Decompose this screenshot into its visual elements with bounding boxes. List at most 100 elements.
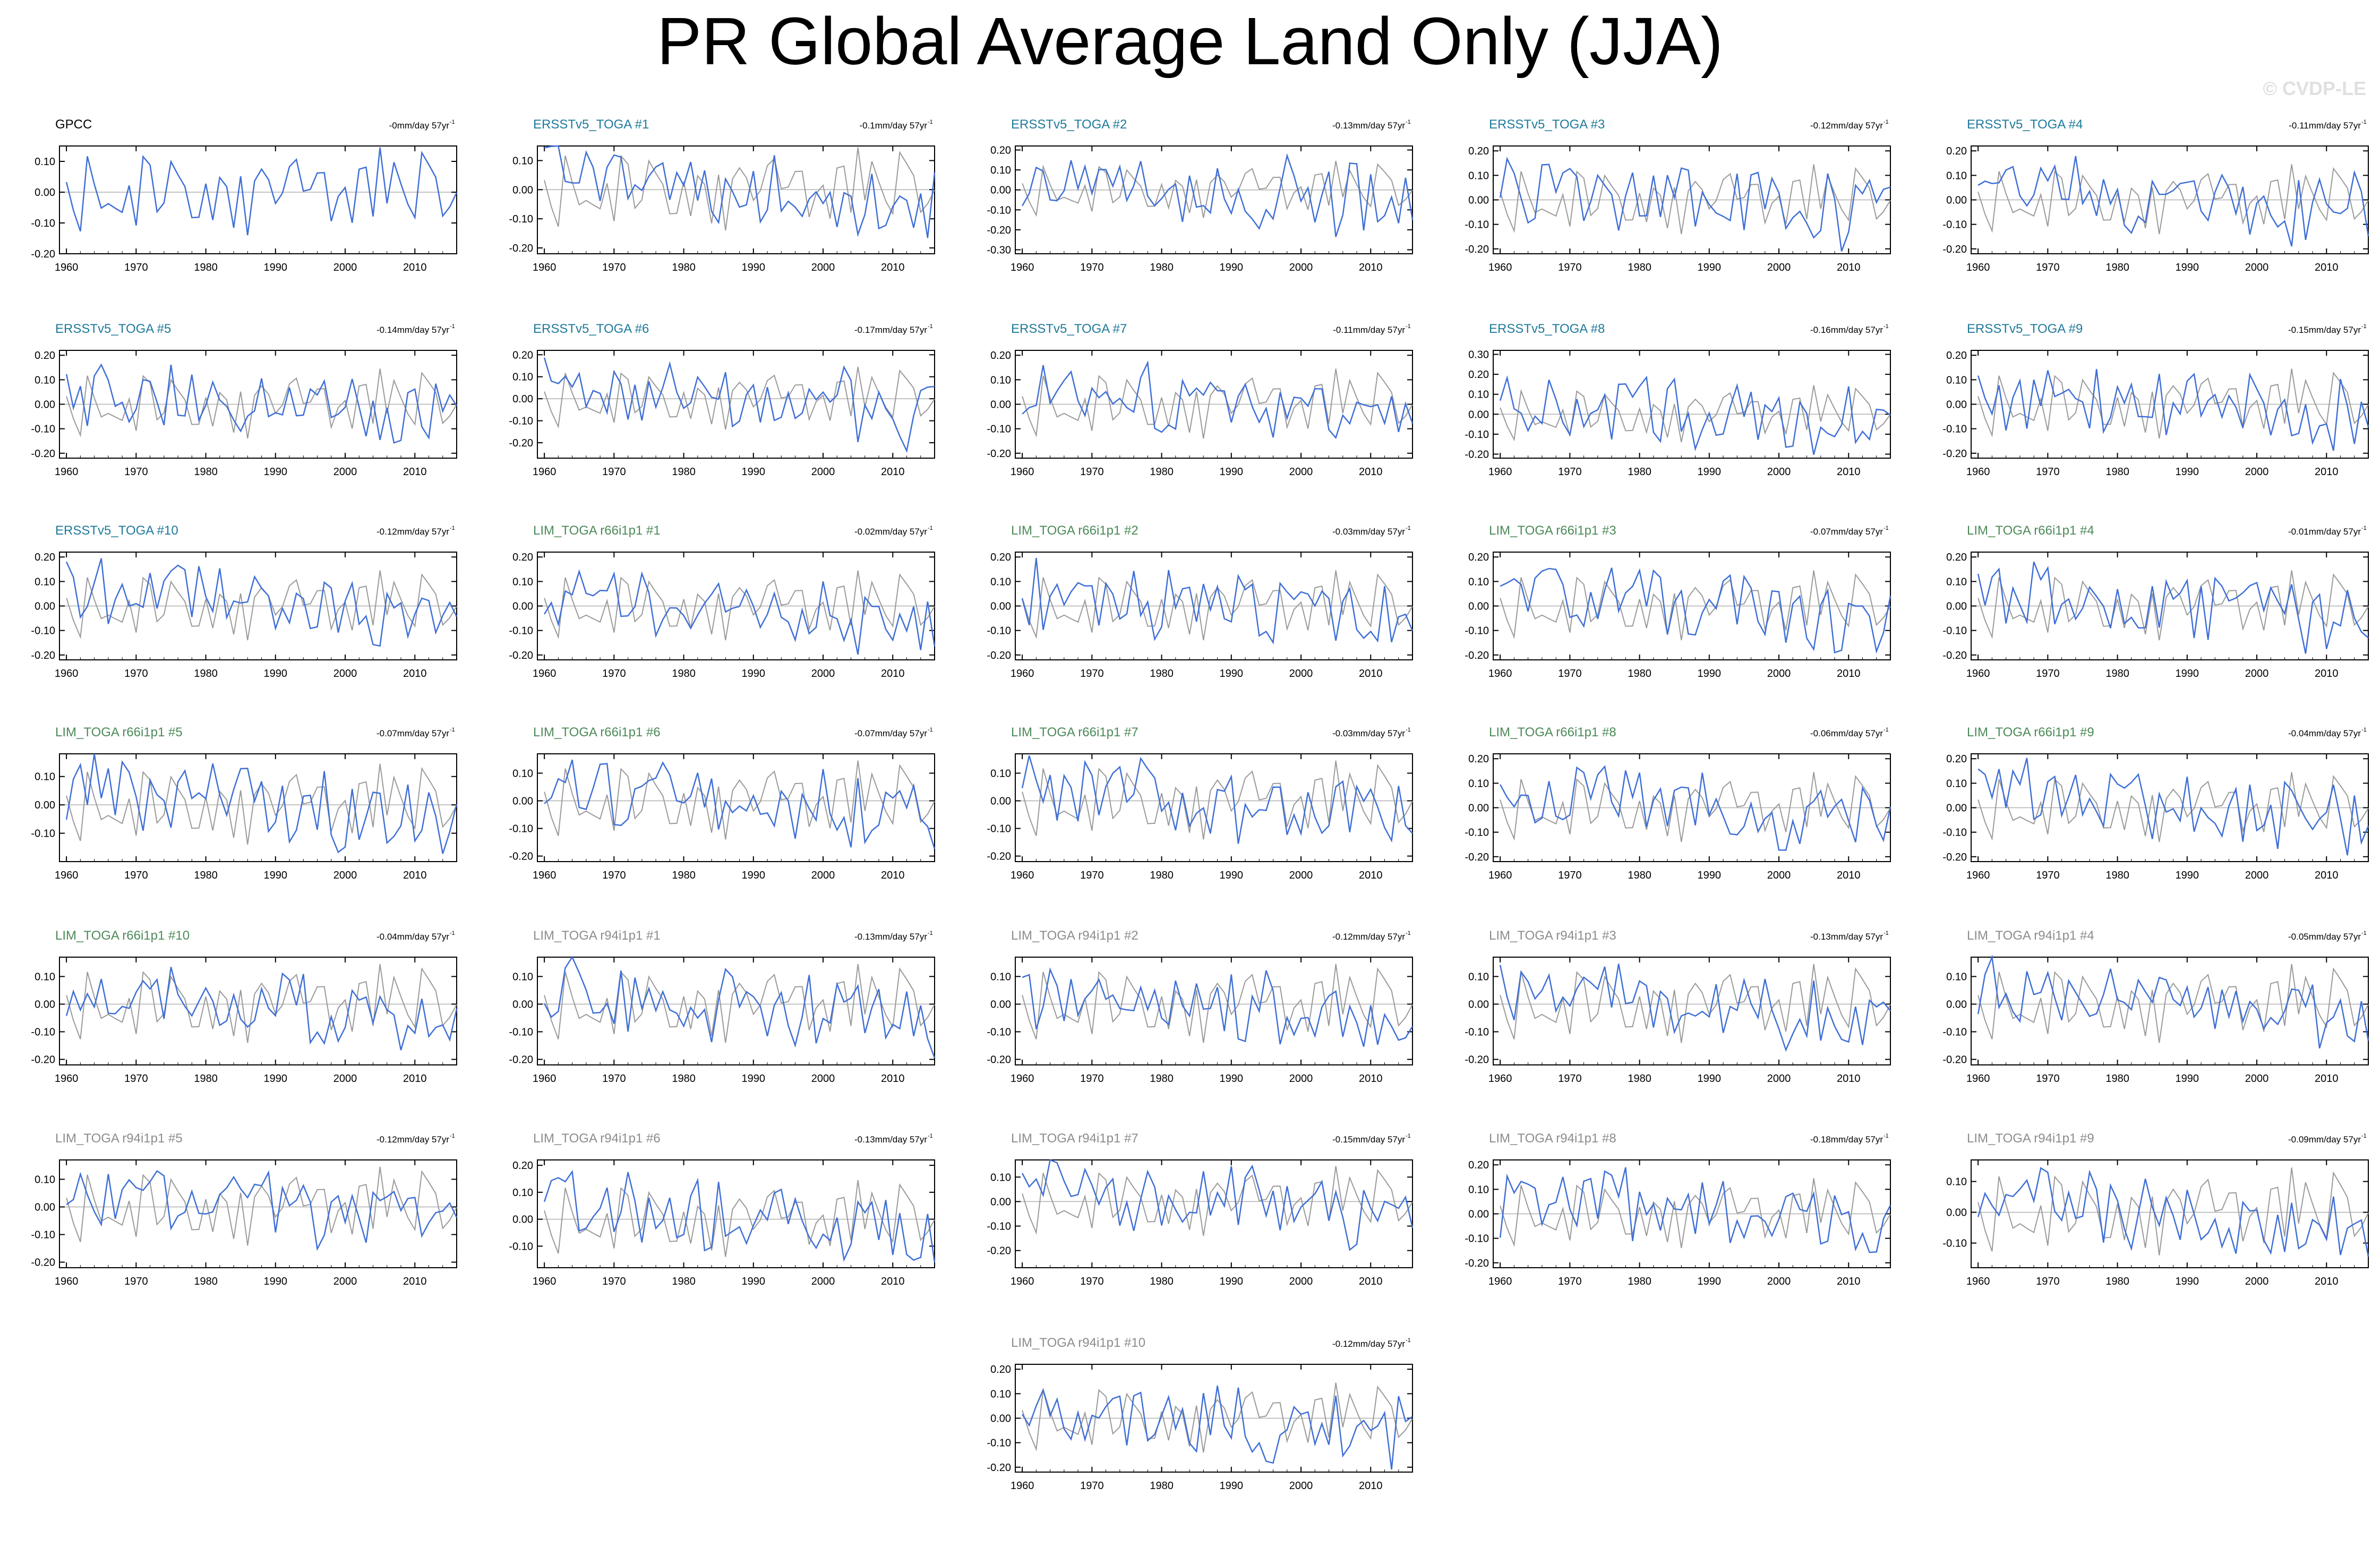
model-series-line <box>1977 561 2369 654</box>
panel-title: LIM_TOGA r94i1p1 #7 <box>1011 1131 1138 1146</box>
y-tick-label: 0.10 <box>35 771 55 783</box>
trend-exponent: -1 <box>2361 119 2367 125</box>
panel-title: LIM_TOGA r94i1p1 #2 <box>1011 928 1138 943</box>
panel-chart: ERSSTv5_TOGA #1 -0.1mm/day 57yr -1 -0.20 -0.… <box>509 117 936 273</box>
panel-title: ERSSTv5_TOGA #2 <box>1011 117 1127 132</box>
trend-exponent: -1 <box>1406 119 1411 125</box>
x-tick-label: 2000 <box>811 870 835 881</box>
y-tick-label: -0.20 <box>1465 852 1489 863</box>
x-tick-label: 1980 <box>1150 1073 1174 1085</box>
trend-label: -0.15mm/day 57yr <box>2288 325 2361 335</box>
x-tick-label: 2010 <box>1359 870 1383 881</box>
x-tick-label: 1970 <box>1080 1073 1104 1085</box>
panel-title: GPCC <box>55 117 92 132</box>
trend-exponent: -1 <box>450 930 455 936</box>
x-tick-label: 1960 <box>533 668 557 680</box>
panel-chart: LIM_TOGA r66i1p1 #10 -0.04mm/day 57yr -1 -0… <box>31 928 458 1085</box>
y-tick-label: -0.20 <box>987 1054 1011 1066</box>
y-tick-label: 0.20 <box>1468 753 1489 765</box>
panel-title: LIM_TOGA r66i1p1 #9 <box>1967 725 2094 739</box>
panel-title: LIM_TOGA r94i1p1 #3 <box>1489 928 1616 943</box>
y-tick-label: -0.20 <box>987 1462 1011 1474</box>
x-tick-label: 2000 <box>2245 1073 2269 1085</box>
obs-series-line <box>544 570 935 641</box>
x-tick-label: 1980 <box>194 1073 218 1085</box>
x-tick-label: 1970 <box>2036 1276 2060 1287</box>
x-tick-label: 1980 <box>672 1073 696 1085</box>
y-tick-label: -0.20 <box>1465 449 1489 460</box>
x-tick-label: 1960 <box>1966 668 1990 680</box>
x-tick-label: 1980 <box>1628 1276 1651 1287</box>
x-tick-label: 1960 <box>1011 466 1034 478</box>
y-tick-label: 0.10 <box>1946 778 1967 789</box>
y-tick-label: 0.10 <box>1468 170 1489 182</box>
panel-title: ERSSTv5_TOGA #4 <box>1967 117 2083 132</box>
panel-title: LIM_TOGA r94i1p1 #1 <box>533 928 661 943</box>
panel-title: LIM_TOGA r94i1p1 #10 <box>1011 1336 1145 1350</box>
panel-chart: LIM_TOGA r94i1p1 #5 -0.12mm/day 57yr -1 -0.… <box>31 1131 458 1287</box>
trend-label: -0.07mm/day 57yr <box>854 728 927 738</box>
x-tick-label: 1980 <box>672 262 696 273</box>
y-tick-label: 0.00 <box>35 1201 55 1213</box>
y-tick-label: 0.10 <box>1946 971 1967 983</box>
x-tick-label: 1990 <box>264 262 288 273</box>
y-tick-label: 0.10 <box>35 576 55 588</box>
trend-label: -0.06mm/day 57yr <box>1810 728 1883 738</box>
plot-frame <box>537 753 935 862</box>
x-tick-label: 1980 <box>672 466 696 478</box>
y-tick-label: 0.20 <box>1946 350 1967 362</box>
model-series-line <box>1021 1159 1414 1251</box>
x-tick-label: 1990 <box>742 1276 766 1287</box>
x-tick-label: 1970 <box>1558 1073 1582 1085</box>
x-tick-label: 2000 <box>1289 1073 1313 1085</box>
panel-chart: LIM_TOGA r94i1p1 #2 -0.12mm/day 57yr -1 -0.… <box>987 928 1414 1085</box>
x-tick-label: 2000 <box>333 1276 357 1287</box>
y-tick-label: 0.00 <box>512 393 533 405</box>
x-tick-label: 2000 <box>1289 466 1313 478</box>
trend-label: -0.04mm/day 57yr <box>2288 728 2361 738</box>
trend-exponent: -1 <box>1884 1133 1889 1139</box>
trend-exponent: -1 <box>928 1133 933 1139</box>
obs-series-line <box>544 147 935 231</box>
x-tick-label: 1960 <box>1966 870 1990 881</box>
y-tick-label: 0.00 <box>35 601 55 613</box>
y-tick-label: -0.10 <box>509 625 533 637</box>
panel-chart: ERSSTv5_TOGA #6 -0.17mm/day 57yr -1 -0.20 -0… <box>509 322 935 478</box>
trend-label: -0.11mm/day 57yr <box>2289 121 2361 131</box>
panel-chart: LIM_TOGA r66i1p1 #2 -0.03mm/day 57yr -1 -0.… <box>987 523 1414 680</box>
model-series-line <box>544 145 936 238</box>
trend-label: -0.12mm/day 57yr <box>1332 1339 1405 1349</box>
obs-series-line <box>1500 385 1891 443</box>
x-tick-label: 1970 <box>602 668 626 680</box>
trend-exponent: -1 <box>928 525 933 531</box>
panel-title: ERSSTv5_TOGA #1 <box>533 117 649 132</box>
x-tick-label: 1990 <box>2176 870 2199 881</box>
x-tick-label: 1960 <box>533 466 557 478</box>
x-tick-label: 1970 <box>602 466 626 478</box>
y-tick-label: -0.20 <box>987 650 1011 661</box>
panel-chart: LIM_TOGA r94i1p1 #3 -0.13mm/day 57yr -1 -0.… <box>1465 928 1891 1085</box>
x-tick-label: 1990 <box>1220 262 1244 273</box>
obs-series-line <box>1977 772 2369 842</box>
x-tick-label: 1980 <box>2105 1276 2129 1287</box>
x-tick-label: 1960 <box>1488 870 1512 881</box>
y-tick-label: 0.10 <box>512 971 533 983</box>
trend-exponent: -1 <box>450 119 455 125</box>
y-tick-label: 0.10 <box>35 156 55 168</box>
x-tick-label: 2000 <box>811 466 835 478</box>
x-tick-label: 1960 <box>1488 466 1512 478</box>
x-tick-label: 1990 <box>1220 1073 1244 1085</box>
x-tick-label: 1990 <box>1698 870 1722 881</box>
x-tick-label: 2000 <box>2245 870 2269 881</box>
y-tick-label: 0.20 <box>512 552 533 563</box>
x-tick-label: 1970 <box>2036 870 2060 881</box>
model-series-line <box>1499 157 1891 252</box>
x-tick-label: 1980 <box>2105 262 2129 273</box>
model-series-line <box>1500 567 1891 654</box>
panel-title: LIM_TOGA r66i1p1 #1 <box>533 523 661 538</box>
x-tick-label: 1990 <box>742 870 766 881</box>
obs-series-line <box>1977 164 2369 235</box>
x-tick-label: 1970 <box>1080 466 1104 478</box>
y-tick-label: -0.20 <box>987 448 1011 460</box>
y-tick-label: 0.10 <box>1946 576 1967 588</box>
